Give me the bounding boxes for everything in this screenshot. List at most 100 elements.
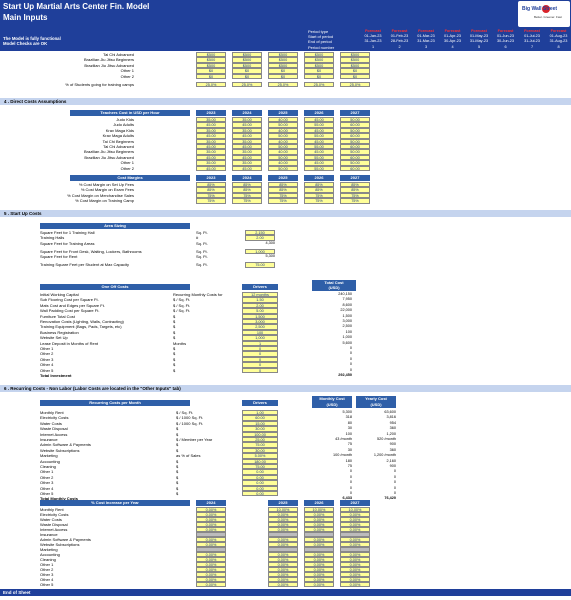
increase-input[interactable]: 0.00% <box>340 567 370 573</box>
increase-input[interactable]: 0.00% <box>196 522 226 528</box>
increase-input[interactable]: 0.00% <box>268 557 298 563</box>
price-input[interactable]: $0 <box>340 68 370 74</box>
increase-input[interactable]: 10.00% <box>340 507 370 513</box>
increase-input[interactable]: 0.00% <box>196 552 226 558</box>
increase-input[interactable]: 0.00% <box>340 582 370 588</box>
increase-input[interactable]: 0.00% <box>340 542 370 548</box>
cost-margin-input[interactable]: 75% <box>304 198 334 204</box>
one-off-driver-input[interactable]: 0 <box>242 367 278 373</box>
teacher-cost-input[interactable]: 50.00 <box>340 117 370 123</box>
price-input[interactable]: $500 <box>196 62 226 69</box>
cost-margin-input[interactable]: 75% <box>232 198 262 204</box>
increase-input[interactable]: 0.00% <box>340 572 370 578</box>
price-input[interactable]: $0 <box>304 68 334 74</box>
price-input[interactable]: $500 <box>304 52 334 58</box>
area-input[interactable]: 2,150 <box>245 230 275 236</box>
teacher-cost-input[interactable]: 50.00 <box>268 154 298 161</box>
price-input[interactable]: $0 <box>304 73 334 79</box>
teacher-cost-input[interactable]: 45.00 <box>304 160 334 166</box>
increase-input[interactable]: 0.00% <box>268 542 298 548</box>
area-input[interactable]: 4,300 <box>245 240 275 247</box>
price-input[interactable]: $500 <box>232 62 262 69</box>
one-off-driver-input[interactable]: 0 <box>242 356 278 363</box>
recurring-driver-input[interactable]: 30.00 <box>242 447 278 454</box>
increase-input[interactable]: 0.00% <box>196 512 226 518</box>
teacher-cost-input[interactable]: 50.00 <box>340 160 370 166</box>
cost-margin-input[interactable]: 75% <box>340 198 370 204</box>
teacher-cost-input[interactable]: 45.00 <box>232 144 262 150</box>
increase-input[interactable]: 0.00% <box>304 537 334 543</box>
cost-margin-input[interactable]: 85% <box>232 187 262 193</box>
one-off-driver-input[interactable]: 1.50 <box>242 297 278 303</box>
increase-input[interactable]: 0.00% <box>304 517 334 523</box>
teacher-cost-input[interactable]: 40.00 <box>268 149 298 155</box>
cost-margin-input[interactable]: 75% <box>232 192 262 199</box>
teacher-cost-input[interactable]: 35.00 <box>232 149 262 155</box>
recurring-driver-input[interactable]: 30.00 <box>242 426 278 432</box>
recurring-driver-input[interactable]: 75.00 <box>242 442 278 448</box>
price-input[interactable]: $500 <box>232 52 262 58</box>
increase-input[interactable]: 0.00% <box>340 512 370 518</box>
teacher-cost-input[interactable]: 35.00 <box>196 149 226 155</box>
teacher-cost-input[interactable]: 35.00 <box>232 160 262 166</box>
increase-input[interactable]: 0.00% <box>196 567 226 573</box>
one-off-driver-input[interactable]: 1,500 <box>242 313 278 319</box>
increase-input[interactable]: 10.00% <box>268 507 298 513</box>
cost-margin-input[interactable]: 85% <box>196 187 226 193</box>
training-camp-input[interactable]: 25.0% <box>340 82 370 88</box>
teacher-cost-input[interactable]: 50.00 <box>268 144 298 150</box>
area-input[interactable]: 1,000 <box>245 248 275 255</box>
teacher-cost-input[interactable]: 45.00 <box>232 133 262 139</box>
teacher-cost-input[interactable]: 55.00 <box>304 165 334 171</box>
cost-margin-input[interactable]: 85% <box>268 187 298 193</box>
increase-input[interactable]: 0.00% <box>304 527 334 533</box>
teacher-cost-input[interactable]: 60.00 <box>340 122 370 128</box>
teacher-cost-input[interactable]: 60.00 <box>340 144 370 150</box>
increase-input[interactable]: 0.00% <box>340 557 370 563</box>
increase-input[interactable] <box>196 547 226 553</box>
increase-input[interactable] <box>340 547 370 553</box>
increase-input[interactable]: 0.00% <box>340 577 370 583</box>
area-input[interactable]: 2.00 <box>245 235 275 241</box>
increase-input[interactable]: 0.00% <box>340 517 370 523</box>
price-input[interactable]: $500 <box>268 52 298 58</box>
training-camp-input[interactable]: 25.0% <box>196 82 226 88</box>
teacher-cost-input[interactable]: 45.00 <box>196 144 226 150</box>
cost-margin-input[interactable]: 85% <box>304 187 334 193</box>
teacher-cost-input[interactable]: 60.00 <box>340 133 370 139</box>
increase-input[interactable]: 0.00% <box>196 517 226 523</box>
increase-input[interactable]: 0.00% <box>340 527 370 533</box>
increase-input[interactable]: 0.00% <box>268 562 298 568</box>
recurring-driver-input[interactable]: 75.00 <box>242 464 278 470</box>
cost-margin-input[interactable]: 85% <box>304 182 334 188</box>
teacher-cost-input[interactable]: 50.00 <box>340 149 370 155</box>
increase-input[interactable]: 0.00% <box>304 542 334 548</box>
price-input[interactable]: $500 <box>304 62 334 69</box>
increase-input[interactable] <box>304 532 334 538</box>
one-off-driver-input[interactable]: 0 <box>242 362 278 368</box>
teacher-cost-input[interactable]: 35.00 <box>196 117 226 123</box>
teacher-cost-input[interactable]: 50.00 <box>340 127 370 134</box>
increase-input[interactable]: 0.00% <box>268 527 298 533</box>
increase-input[interactable]: 0.00% <box>304 562 334 568</box>
increase-input[interactable]: 0.00% <box>196 537 226 543</box>
teacher-cost-input[interactable]: 35.00 <box>196 127 226 134</box>
recurring-driver-input[interactable]: 0.00 <box>242 480 278 486</box>
teacher-cost-input[interactable]: 40.00 <box>268 138 298 144</box>
cost-margin-input[interactable]: 75% <box>304 192 334 199</box>
recurring-driver-input[interactable]: 0.00 <box>242 469 278 475</box>
one-off-driver-input[interactable]: 12 months <box>242 292 278 298</box>
teacher-cost-input[interactable]: 45.00 <box>196 133 226 139</box>
teacher-cost-input[interactable]: 35.00 <box>196 160 226 166</box>
cost-margin-input[interactable]: 75% <box>268 198 298 204</box>
teacher-cost-input[interactable]: 35.00 <box>232 117 262 123</box>
teacher-cost-input[interactable]: 35.00 <box>196 138 226 144</box>
one-off-driver-input[interactable]: 3,000 <box>242 319 278 325</box>
one-off-driver-input[interactable]: 5.00 <box>242 308 278 314</box>
recurring-driver-input[interactable]: 0.00 <box>242 474 278 481</box>
teacher-cost-input[interactable]: 55.00 <box>304 122 334 128</box>
teacher-cost-input[interactable]: 50.00 <box>268 122 298 128</box>
increase-input[interactable]: 0.00% <box>196 527 226 533</box>
price-input[interactable]: $0 <box>196 73 226 79</box>
cost-margin-input[interactable]: 85% <box>340 182 370 188</box>
